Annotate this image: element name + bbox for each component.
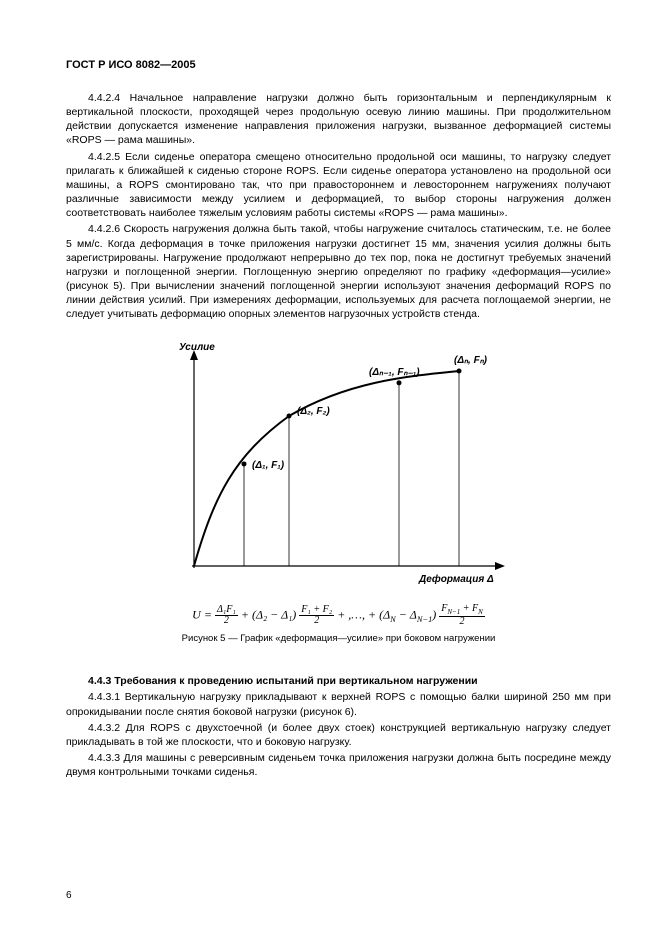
text: 4.4.2.4 Начальное направление нагрузки д…	[66, 92, 611, 147]
figure-5: (Δ₁, F₁) (Δ₂, F₂) (Δₙ₋₁, Fₙ₋₁) (Δₙ, Fₙ) Уси…	[139, 336, 539, 596]
para-4-4-2-5: 4.4.2.5 Если сиденье оператора смещено о…	[66, 150, 611, 221]
doc-header: ГОСТ Р ИСО 8082—2005	[66, 58, 611, 73]
text: 4.4.3.3 Для машины с реверсивным сиденье…	[66, 752, 611, 778]
text: 4.4.2.6 Скорость нагружения должна быть …	[66, 223, 611, 320]
para-4-4-2-6: 4.4.2.6 Скорость нагружения должна быть …	[66, 222, 611, 321]
svg-text:(Δ₂, F₂): (Δ₂, F₂)	[297, 406, 330, 417]
document-page: ГОСТ Р ИСО 8082—2005 4.4.2.4 Начальное н…	[0, 0, 661, 936]
text: 4.4.3.1 Вертикальную нагрузку прикладыва…	[66, 691, 611, 717]
section-4-4-3-title: 4.4.3 Требования к проведению испытаний …	[66, 674, 611, 688]
x-axis-label: Деформация Δ	[418, 573, 494, 585]
text: 4.4.3.2 Для ROPS с двухстоечной (и более…	[66, 722, 611, 748]
svg-text:(Δₙ₋₁, Fₙ₋₁): (Δₙ₋₁, Fₙ₋₁)	[369, 366, 420, 377]
text: 4.4.2.5 Если сиденье оператора смещено о…	[66, 151, 611, 220]
formula: U = Δ₁F₁2 + (Δ₂ − Δ₁) F₁ + F₂2 + ,…, + (…	[66, 604, 611, 628]
svg-text:(Δₙ, Fₙ): (Δₙ, Fₙ)	[454, 355, 488, 366]
para-4-4-3-2: 4.4.3.2 Для ROPS с двухстоечной (и более…	[66, 721, 611, 749]
page-number: 6	[66, 889, 72, 903]
text: 4.4.3 Требования к проведению испытаний …	[88, 675, 478, 687]
chart-svg: (Δ₁, F₁) (Δ₂, F₂) (Δₙ₋₁, Fₙ₋₁) (Δₙ, Fₙ) Уси…	[149, 336, 529, 596]
formula-lhs: U =	[192, 607, 212, 621]
y-axis-label: Усилие	[179, 342, 215, 353]
figure-caption: Рисунок 5 — График «деформация—усилие» п…	[66, 633, 611, 646]
svg-text:(Δ₁, F₁): (Δ₁, F₁)	[252, 460, 285, 471]
para-4-4-2-4: 4.4.2.4 Начальное направление нагрузки д…	[66, 91, 611, 148]
para-4-4-3-3: 4.4.3.3 Для машины с реверсивным сиденье…	[66, 751, 611, 779]
para-4-4-3-1: 4.4.3.1 Вертикальную нагрузку прикладыва…	[66, 690, 611, 718]
